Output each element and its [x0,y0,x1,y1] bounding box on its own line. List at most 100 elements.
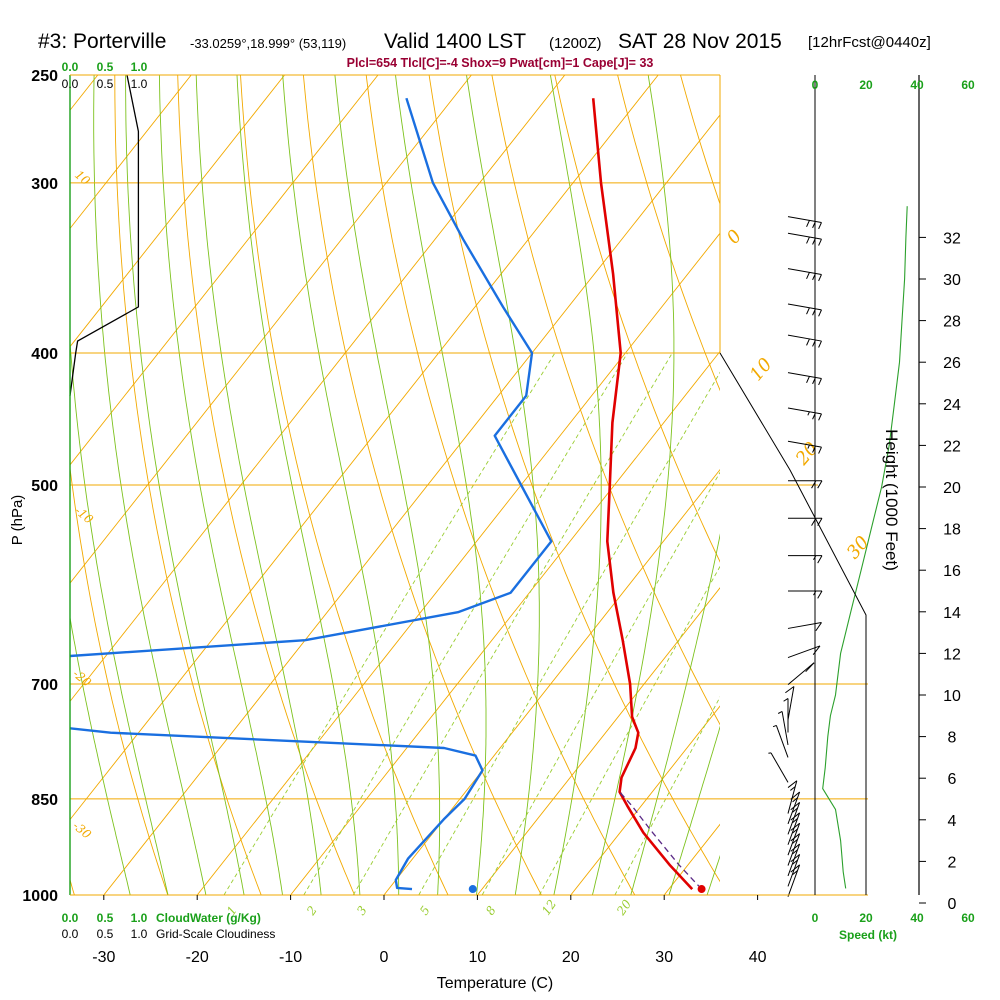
top-speed-tick: 20 [859,78,873,92]
height-tick-label: 6 [948,771,957,788]
height-tick-label: 20 [943,480,961,497]
mixing-ratio-label: 8 [483,903,499,918]
moist-adiabat-line [282,75,400,895]
isotherm-line [477,587,720,895]
wind-barb-flag [817,590,823,599]
wind-barb-flag [817,480,823,489]
wind-barb [787,662,815,685]
wind-barb-flag [818,309,822,317]
bottom-cloudiness-tick: 0.5 [97,927,114,941]
moist-adiabat-line [70,615,131,895]
isotherm-line [70,75,285,348]
dry-adiabat-line [302,75,542,895]
top-cloudwater-tick: 0.0 [62,60,79,74]
mixing-ratio-line [614,696,720,895]
wind-barb-half-flag [792,797,798,803]
mixing-ratio-label: 20 [613,897,634,919]
wind-barb-shaft [787,864,801,897]
isotherm-line [851,75,1000,895]
moist-adiabat-line [125,75,245,895]
dry-adiabat-line [491,75,720,726]
wind-barb-half-flag [792,818,798,824]
wind-barb-shaft [787,812,801,845]
wind-barb [772,724,789,758]
bottom-cloudwater-label: CloudWater (g/Kg) [156,911,261,925]
surface-dewpoint-dot [468,885,477,894]
wind-barb-shaft [770,752,789,783]
dry-adiabat-line [428,75,720,883]
dry-adiabat-line [617,75,720,392]
pressure-tick-label: 1000 [22,888,58,905]
wind-barb-flag [818,413,822,421]
wind-barb-flag [805,662,815,673]
wind-barb [787,864,801,897]
wind-barb-shaft [787,622,822,629]
wind-barb [787,822,801,856]
wind-barb-shaft [787,791,801,825]
top-speed-tick: 40 [910,78,924,92]
station-coordinates: -33.0259°,18.999° (53,119) [190,36,347,51]
height-tick-label: 22 [943,438,961,455]
pressure-tick-label: 700 [31,677,58,694]
mixing-ratio-label: 5 [417,903,433,917]
moist-adiabat-line [334,75,441,895]
wind-barb-flag [817,555,823,564]
wind-barb-flag [818,446,822,454]
wind-barb-flag [806,307,810,315]
theta-label: -20 [70,667,94,690]
isotherm-line [570,705,720,895]
wind-barb-flag [790,833,800,842]
top-speed-tick: 0 [812,78,819,92]
wind-barb-shaft [787,268,822,275]
y-axis-label: P (hPa) [9,495,26,546]
wind-barb-flag [806,220,810,228]
bottom-cloudiness-label: Grid-Scale Cloudiness [156,927,275,941]
x-tick-label: -20 [186,949,209,966]
wind-barb [783,698,789,733]
x-tick-label: -10 [279,949,302,966]
wind-barb-shaft [787,662,815,685]
top-cloudiness-tick: 1.0 [131,77,148,91]
mixing-ratio-label: 3 [354,903,370,918]
wind-barb [787,303,822,317]
height-axis-label: Height (1000 Feet) [882,429,901,571]
wind-barb-half-flag [807,411,810,416]
wind-barb-shaft [787,372,822,379]
wind-barb-shaft [787,334,822,342]
wind-barb-flag [806,272,810,280]
moist-adiabat-line [668,725,720,895]
wind-speed-line [822,206,908,889]
station-title: #3: Porterville [38,30,167,53]
dry-adiabat-line [806,75,1000,895]
isotherm-line [70,75,379,466]
isotherm-line [0,75,4,895]
moist-adiabat-line [630,533,720,895]
valid-time: Valid 1400 LST [384,30,527,53]
isotherm-label: 0 [723,226,746,248]
moist-adiabat-line [549,75,602,895]
height-tick-label: 12 [943,646,961,663]
x-tick-label: 0 [380,949,389,966]
isotherm-label: 10 [746,354,777,385]
wind-barb-half-flag [777,710,783,714]
wind-barb-half-flag [792,828,798,834]
skewt-background [0,75,1000,895]
wind-barb-flag [806,376,810,384]
wind-barb [787,407,822,421]
wind-barb [777,710,789,746]
wind-barb [788,590,823,599]
isotherm-line [70,75,192,230]
wind-barb [787,440,822,454]
wind-barb-half-flag [807,444,810,449]
height-tick-label: 28 [943,314,961,331]
bottom-speed-tick: 20 [859,911,873,925]
cloudiness-line [69,74,140,396]
wind-barb [787,854,801,887]
wind-barb-shaft [787,854,801,887]
moist-adiabat-line [591,75,675,895]
wind-barb [787,268,822,282]
wind-barb [788,480,823,489]
theta-label: 10 [72,168,93,189]
wind-barb-shaft [787,843,801,877]
wind-barb [787,216,822,230]
